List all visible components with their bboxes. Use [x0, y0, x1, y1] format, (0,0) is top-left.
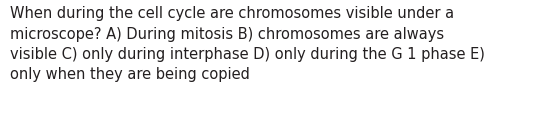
Text: When during the cell cycle are chromosomes visible under a
microscope? A) During: When during the cell cycle are chromosom…	[10, 6, 485, 83]
